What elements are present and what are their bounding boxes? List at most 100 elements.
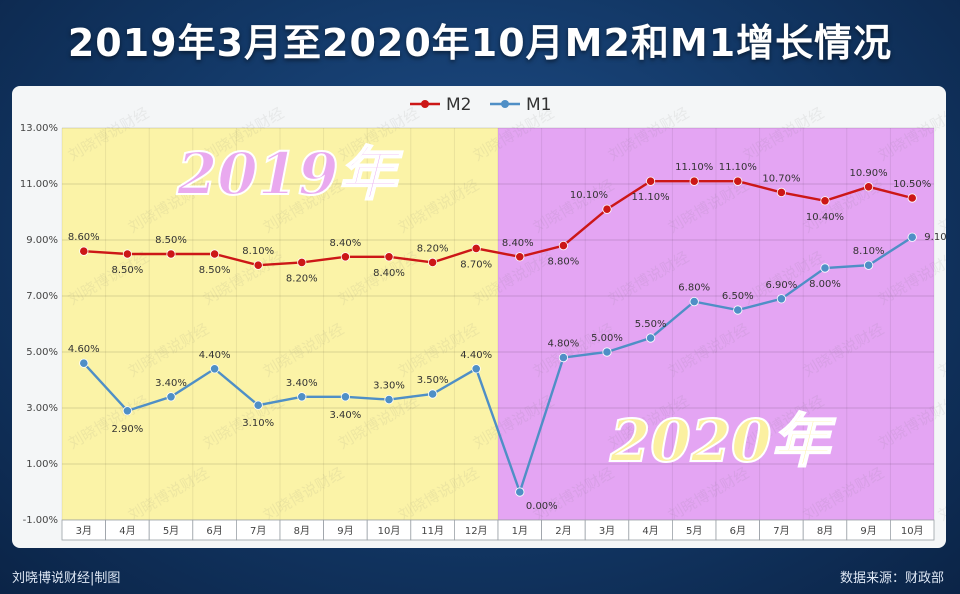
series-line-m1 (82, 236, 913, 496)
data-label-m1: 4.60% (68, 344, 100, 355)
x-tick-label: 5月 (163, 525, 179, 537)
data-point-m2 (558, 241, 569, 251)
y-tick-label: 1.00% (26, 459, 58, 470)
data-point-m1 (733, 305, 743, 315)
data-label-m1: 3.30% (373, 381, 405, 392)
data-label-m1: 3.40% (330, 410, 362, 421)
data-point-m2 (340, 252, 350, 262)
data-label-m2: 10.50% (893, 179, 931, 190)
data-label-m2: 8.80% (548, 257, 580, 268)
period-label-2020: 2020年 (609, 407, 836, 475)
data-label-m1: 6.80% (678, 283, 710, 294)
data-point-m1 (515, 487, 525, 497)
data-label-m1: 8.00% (809, 279, 841, 290)
legend-label-m2: M2 (446, 95, 471, 115)
data-point-m2 (907, 193, 917, 203)
data-point-m2 (166, 249, 176, 259)
data-point-m2 (471, 243, 481, 253)
period-label-2019: 2019年 (176, 140, 403, 208)
x-tick-label: 9月 (337, 525, 353, 537)
x-tick-cell (890, 519, 935, 541)
legend-marker-m2 (421, 100, 429, 108)
data-point-m2 (122, 249, 133, 259)
legend-label-m1: M1 (526, 95, 551, 115)
data-label-m1: 3.40% (155, 378, 187, 389)
data-label-m2: 8.50% (112, 265, 144, 276)
legend-marker-m1 (501, 100, 509, 108)
data-point-m1 (122, 406, 133, 416)
data-point-m2 (427, 257, 438, 267)
x-tick-label: 8月 (817, 525, 833, 537)
x-tick-label: 7月 (250, 525, 266, 537)
data-label-m2: 8.50% (199, 265, 231, 276)
line-chart: 刘晓博说财经 刘晓博说财经 刘晓博说财经 刘晓博说财经 刘晓博说财经 刘晓博说财经 刘晓博说… (20, 95, 946, 541)
data-point-m1 (79, 358, 89, 368)
data-point-m2 (645, 176, 656, 186)
data-point-m1 (689, 297, 699, 307)
y-tick-label: 9.00% (26, 235, 58, 246)
data-point-m2 (733, 176, 743, 186)
data-point-m1 (297, 392, 307, 402)
data-point-m1 (602, 347, 612, 357)
data-point-m2 (863, 182, 874, 192)
period-2019-background (62, 128, 498, 520)
data-point-m1 (384, 394, 394, 405)
y-axis: 13.00% 11.00% 9.00% 7.00% 5.00% 3.00% 1.00% -1.… (20, 123, 58, 526)
x-tick-label: 3月 (76, 525, 92, 537)
data-point-m1 (471, 364, 481, 374)
data-point-m2 (297, 257, 307, 267)
data-label-m2: 8.40% (502, 238, 534, 249)
y-tick-label: 5.00% (26, 347, 58, 358)
x-tick-label: 6月 (730, 525, 746, 537)
series-line-m2 (83, 179, 913, 267)
data-point-m1 (645, 333, 656, 343)
x-tick-label: 10月 (901, 525, 924, 537)
watermark-text: 刘晓博说财经 (935, 464, 946, 525)
data-label-m1: 5.00% (591, 333, 623, 344)
data-point-m2 (210, 249, 220, 259)
series-layer: 8.60% 8.50% 8.50% 8.50% 8.10% 8.20% 8.40% 8.40%… (68, 162, 946, 512)
data-point-m2 (515, 252, 525, 262)
data-point-m1 (253, 400, 263, 410)
y-tick-label: -1.00% (23, 515, 58, 526)
data-label-m2: 8.20% (286, 273, 318, 284)
data-point-m1 (427, 389, 438, 399)
data-point-m2 (253, 260, 263, 270)
x-tick-label: 2月 (555, 525, 571, 537)
data-label-m1: 4.40% (460, 350, 492, 361)
period-2020-background (498, 128, 934, 520)
x-tick-label: 7月 (773, 525, 789, 537)
data-point-m1 (210, 364, 220, 374)
data-point-m1 (340, 392, 350, 402)
data-point-m1 (166, 392, 176, 402)
data-label-m1: 3.10% (242, 418, 274, 429)
x-tick-label: 10月 (378, 525, 401, 537)
data-label-m2: 10.10% (570, 190, 608, 201)
chart-title: 2019年3月至2020年10月M2和M1增长情况 (67, 21, 893, 65)
data-label-m2: 11.10% (719, 162, 757, 173)
data-label-m2: 8.50% (155, 235, 187, 246)
data-label-m2: 11.10% (675, 162, 713, 173)
data-label-m2: 8.70% (460, 259, 492, 270)
data-label-m1: 3.50% (417, 375, 449, 386)
data-label-m2: 8.60% (68, 232, 100, 243)
legend: M2 M1 (410, 95, 551, 115)
data-point-m2 (776, 187, 787, 198)
chart-panel: 刘晓博说财经 刘晓博说财经 刘晓博说财经 刘晓博说财经 刘晓博说财经 刘晓博说财经 刘晓博说… (12, 86, 946, 548)
data-point-m2 (79, 246, 89, 256)
watermark-text: 刘晓博说财经 (935, 320, 946, 381)
x-tick-label: 3月 (599, 525, 615, 537)
x-axis: 3月 4月 5月 6月 7月 8月 9月 10月 11月 12月 1月 2月 3月 4月 5月 6月 7月 8月 9… (61, 519, 935, 541)
y-tick-label: 13.00% (20, 123, 58, 134)
data-point-m2 (689, 176, 699, 186)
x-tick-label: 5月 (686, 525, 702, 537)
data-label-m2: 11.10% (632, 192, 670, 203)
data-point-m1 (907, 232, 917, 242)
x-tick-label: 11月 (421, 525, 444, 537)
x-tick-label: 4月 (642, 525, 658, 537)
credit-text: 刘晓博说财经|制图 (12, 571, 121, 586)
y-tick-label: 7.00% (26, 291, 58, 302)
x-tick-label: 9月 (860, 525, 876, 537)
data-label-m2: 8.20% (417, 243, 449, 254)
x-tick-label: 8月 (294, 525, 310, 537)
